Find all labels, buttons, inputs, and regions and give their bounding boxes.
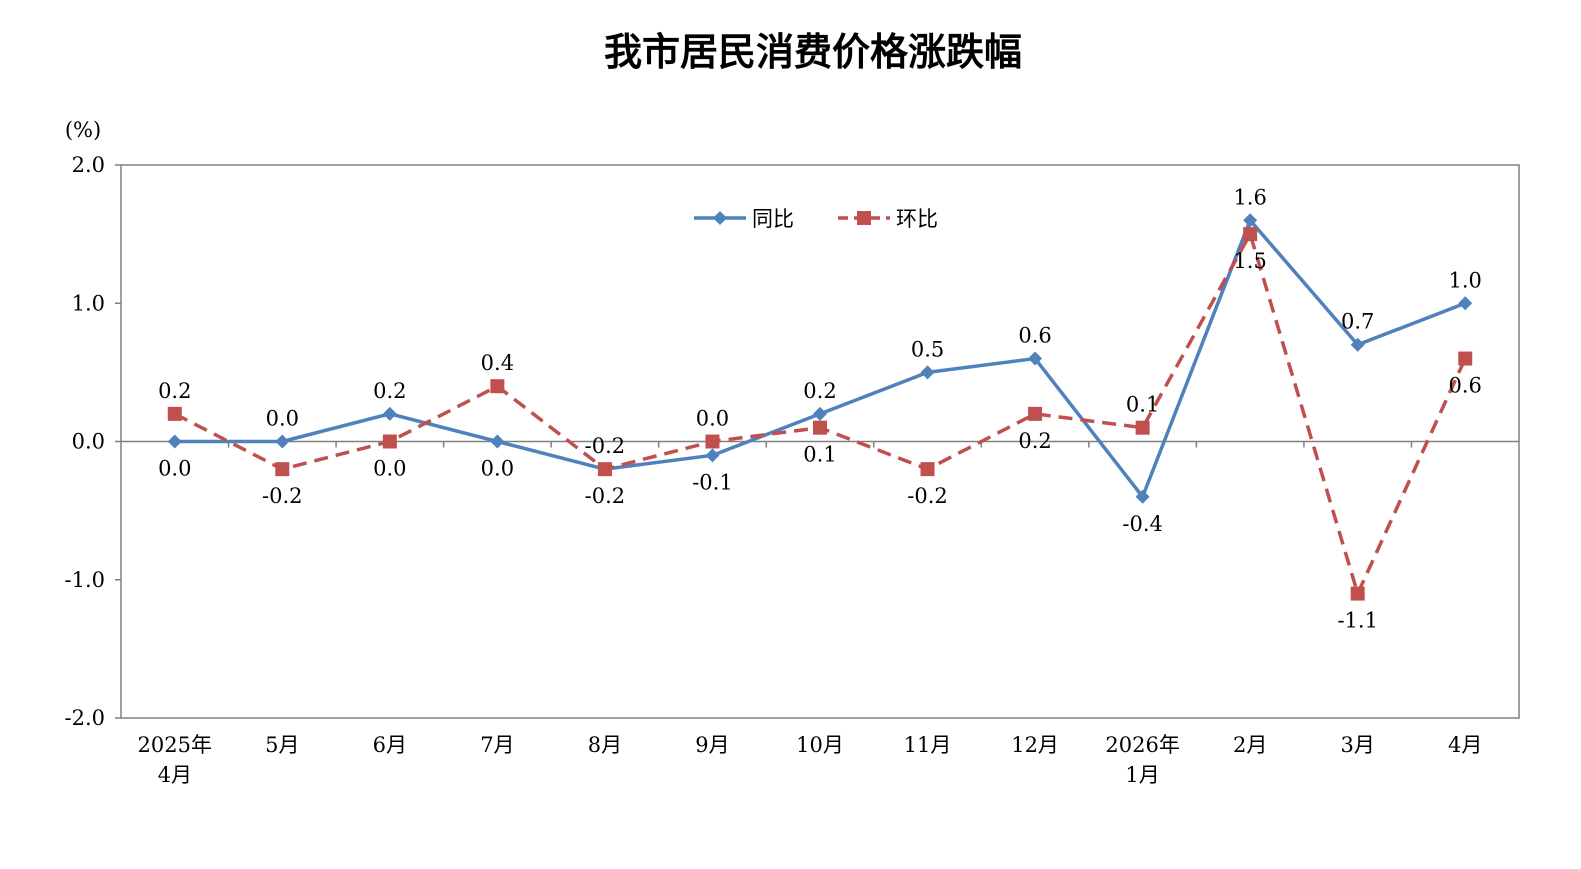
legend-marker-diamond xyxy=(713,211,727,225)
mom-point-marker xyxy=(920,462,935,477)
mom-data-label: -1.1 xyxy=(1337,609,1378,633)
mom-data-label: -0.2 xyxy=(585,434,626,458)
mom-point-marker xyxy=(597,462,612,477)
yoy-point-marker xyxy=(1243,213,1258,228)
mom-point-marker xyxy=(275,462,290,477)
mom-data-label: 0.2 xyxy=(158,379,191,403)
yoy-data-label: 1.0 xyxy=(1449,268,1482,292)
yoy-data-label: 0.7 xyxy=(1341,310,1374,334)
mom-data-label: 0.6 xyxy=(1449,374,1482,398)
y-tick-label: -2.0 xyxy=(65,706,106,730)
yoy-point-marker xyxy=(813,406,827,421)
y-tick-label: -1.0 xyxy=(65,568,106,592)
yoy-data-label: 1.6 xyxy=(1233,185,1266,209)
x-tick-label: 2026年 1月 xyxy=(1105,733,1179,787)
mom-data-label: 0.4 xyxy=(481,351,514,375)
yoy-data-label: 0.0 xyxy=(266,407,299,431)
yoy-point-marker xyxy=(275,434,290,449)
x-tick-label: 12月 xyxy=(1011,733,1059,757)
yoy-point-marker xyxy=(920,365,935,380)
x-tick-label: 5月 xyxy=(265,733,299,757)
legend-marker-square xyxy=(857,211,871,225)
mom-point-marker xyxy=(1135,420,1150,435)
yoy-point-marker xyxy=(382,406,397,421)
mom-data-label: 0.1 xyxy=(1126,393,1159,417)
mom-point-marker xyxy=(1458,351,1473,366)
yoy-point-marker xyxy=(167,434,182,449)
mom-data-label: 0.1 xyxy=(803,443,836,467)
mom-point-marker xyxy=(705,434,720,449)
y-tick-label: 1.0 xyxy=(72,291,105,315)
y-axis: 2.0 1.0 0.0 -1.0 -2.0 xyxy=(65,153,121,730)
legend-label: 同比 xyxy=(752,207,794,231)
yoy-data-label: 0.2 xyxy=(373,379,406,403)
yoy-point-marker xyxy=(490,434,505,449)
mom-data-label: -0.2 xyxy=(262,484,303,508)
y-tick-label: 0.0 xyxy=(72,430,105,454)
yoy-data-label: 0.0 xyxy=(481,457,514,481)
yoy-data-label: -0.4 xyxy=(1122,512,1163,536)
mom-point-marker xyxy=(1350,586,1365,601)
y-tick-label: 2.0 xyxy=(72,153,105,177)
yoy-point-marker xyxy=(1458,296,1473,311)
mom-point-marker xyxy=(1243,227,1258,242)
x-tick-label: 10月 xyxy=(796,733,844,757)
yoy-point-marker xyxy=(705,448,720,463)
y-axis-unit: (%) xyxy=(65,118,101,142)
mom-point-marker xyxy=(167,406,182,421)
yoy-data-label: 0.5 xyxy=(911,337,944,361)
mom-data-label: 0.0 xyxy=(373,457,406,481)
yoy-data-label: 0.0 xyxy=(158,457,191,481)
x-tick-label: 9月 xyxy=(695,733,729,757)
x-tick-label: 2月 xyxy=(1233,733,1267,757)
x-tick-label: 3月 xyxy=(1341,733,1375,757)
x-tick-label: 8月 xyxy=(588,733,622,757)
chart-title: 我市居民消费价格涨跌幅 xyxy=(604,29,1022,74)
data-labels: 0.0 0.0 0.2 0.0 -0.2 -0.1 0.2 0.5 0.6 -0.4 1.6 0.7 1… xyxy=(158,185,1482,632)
mom-data-label: 1.5 xyxy=(1233,249,1266,273)
legend-label: 环比 xyxy=(896,207,938,231)
yoy-point-marker xyxy=(1135,489,1150,504)
x-tick-label: 6月 xyxy=(373,733,407,757)
series-layer xyxy=(167,213,1473,601)
mom-data-label: 0.2 xyxy=(1018,429,1051,453)
mom-point-marker xyxy=(490,379,505,394)
mom-data-label: -0.2 xyxy=(907,484,948,508)
yoy-data-label: -0.1 xyxy=(692,470,733,494)
mom-point-marker xyxy=(382,434,397,449)
mom-point-marker xyxy=(813,420,827,435)
yoy-data-label: 0.6 xyxy=(1018,324,1051,348)
yoy-point-marker xyxy=(1350,337,1365,352)
x-tick-label: 7月 xyxy=(480,733,514,757)
mom-data-label: 0.0 xyxy=(696,407,729,431)
mom-point-marker xyxy=(1028,406,1043,421)
yoy-point-marker xyxy=(1028,351,1043,366)
x-tick-label: 4月 xyxy=(1448,733,1482,757)
yoy-data-label: 0.2 xyxy=(803,379,836,403)
yoy-data-label: -0.2 xyxy=(585,484,626,508)
x-axis: 2025年 4月 5月 6月 7月 8月 9月 10月 11月 12月 2026年 1月 2月 3月 4月 xyxy=(138,441,1482,787)
x-tick-label: 2025年 4月 xyxy=(138,733,212,787)
legend: 同比 环比 xyxy=(694,207,938,231)
x-tick-label: 11月 xyxy=(904,733,952,757)
